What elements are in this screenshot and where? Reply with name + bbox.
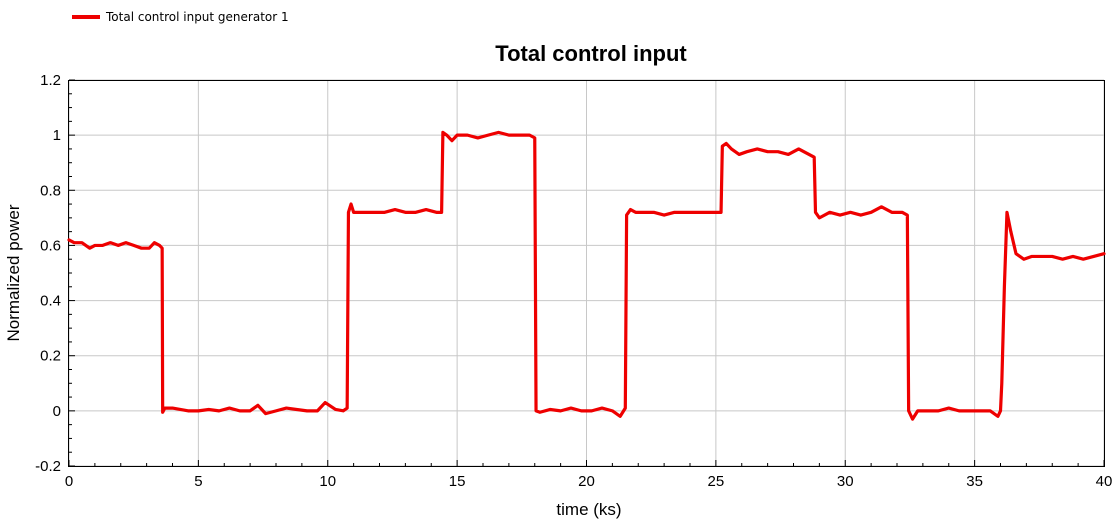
x-tick-label: 10 [319,473,336,490]
x-tick-label: 35 [966,473,983,490]
x-tick-label: 25 [708,473,725,490]
x-tick-label: 40 [1096,473,1113,490]
x-tick-label: 30 [837,473,854,490]
x-tick-label: 20 [578,473,595,490]
legend-label: Total control input generator 1 [105,10,289,24]
x-tick-label: 5 [194,473,202,490]
y-tick-labels: -0.2 0 0.2 0.4 0.6 0.8 1 1.2 [35,72,61,475]
x-tick-labels: 0 5 10 15 20 25 30 35 40 [65,473,1113,490]
y-tick-label: 1.2 [40,72,61,89]
y-tick-label: 0.2 [40,348,61,365]
y-axis-label: Normalized power [4,204,23,341]
y-tick-label: -0.2 [35,458,61,475]
y-tick-label: 0.6 [40,237,61,254]
x-tick-label: 0 [65,473,73,490]
chart-title: Total control input [495,41,687,66]
series-line-generator-1 [67,130,1106,421]
plot-frame [68,80,1105,467]
y-tick-label: 0.4 [40,293,61,310]
x-axis-label: time (ks) [556,500,621,519]
legend: Total control input generator 1 [72,10,289,24]
y-tick-label: 0 [53,403,61,420]
y-tick-label: 1 [53,127,61,144]
minor-ticks [68,79,1105,467]
y-tick-label: 0.8 [40,182,61,199]
x-tick-label: 15 [449,473,466,490]
